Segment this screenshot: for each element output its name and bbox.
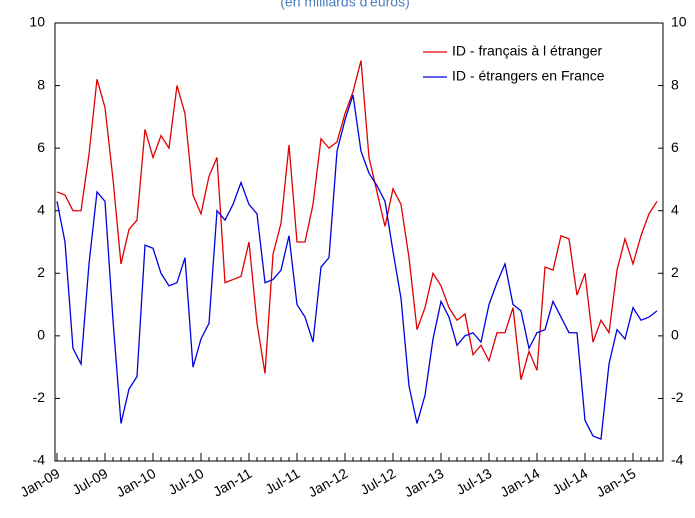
x-tick-label: Jan-13 (401, 465, 446, 500)
y-tick-label: -4 (33, 452, 46, 468)
y-tick-label: 10 (29, 14, 45, 30)
y-tick-label: 8 (37, 76, 45, 92)
plot-frame (54, 22, 664, 462)
x-tick-label: Jul-11 (262, 465, 302, 498)
y-tick-label: 4 (37, 201, 45, 217)
x-tick-label: Jan-11 (210, 465, 254, 500)
x-tick-label: Jul-13 (453, 465, 494, 498)
y2-tick-label: -2 (671, 389, 684, 405)
legend-label: ID - français à l étranger (452, 43, 603, 59)
y2-tick-label: 10 (671, 14, 687, 30)
x-tick-label: Jan-14 (497, 465, 542, 500)
x-tick-label: Jan-12 (305, 465, 350, 500)
x-tick-label: Jul-14 (549, 465, 590, 498)
y2-tick-label: 2 (671, 264, 679, 280)
y2-tick-label: 0 (671, 327, 679, 343)
y2-tick-label: -4 (671, 452, 684, 468)
chart-subtitle: (en milliards d'euros) (280, 0, 410, 10)
x-tick-label: Jul-09 (69, 465, 110, 498)
y-tick-label: 6 (37, 139, 45, 155)
y-tick-label: 0 (37, 327, 45, 343)
y2-tick-label: 4 (671, 201, 679, 217)
x-tick-label: Jul-12 (357, 465, 398, 498)
x-tick-label: Jan-10 (113, 465, 158, 500)
series-line (56, 60, 658, 380)
x-tick-label: Jan-15 (593, 465, 638, 500)
y-tick-label: 2 (37, 264, 45, 280)
y2-tick-label: 6 (671, 139, 679, 155)
legend-label: ID - étrangers en France (452, 68, 605, 84)
series-line (56, 94, 658, 441)
y-tick-label: -2 (33, 389, 46, 405)
x-tick-label: Jul-10 (165, 465, 206, 498)
y2-tick-label: 8 (671, 76, 679, 92)
x-tick-label: Jan-09 (17, 465, 62, 500)
